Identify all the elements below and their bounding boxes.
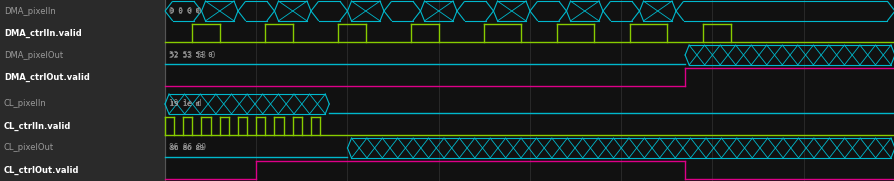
Bar xyxy=(0,0,164,181)
Text: 86 86 89: 86 86 89 xyxy=(169,144,206,153)
Text: CL_pixelIn: CL_pixelIn xyxy=(4,100,46,108)
Text: 52 53 53 0: 52 53 53 0 xyxy=(169,50,215,60)
Text: CL_ctrlOut.valid: CL_ctrlOut.valid xyxy=(4,165,80,174)
Text: 52 53 53 0: 52 53 53 0 xyxy=(169,52,212,58)
Text: DMA_pixelIn: DMA_pixelIn xyxy=(4,7,55,16)
Text: 0 0 0 0: 0 0 0 0 xyxy=(169,8,199,14)
Text: CL_pixelOut: CL_pixelOut xyxy=(4,144,54,153)
Text: 0 0 0 0: 0 0 0 0 xyxy=(169,7,201,16)
Text: 19 1e d: 19 1e d xyxy=(169,100,201,108)
Text: 19 1e d: 19 1e d xyxy=(169,101,199,107)
Text: DMA_pixelOut: DMA_pixelOut xyxy=(4,50,63,60)
Text: DMA_ctrlIn.valid: DMA_ctrlIn.valid xyxy=(4,28,81,38)
Text: 86 86 89: 86 86 89 xyxy=(169,145,203,151)
Text: CL_ctrlIn.valid: CL_ctrlIn.valid xyxy=(4,121,72,131)
Text: DMA_ctrlOut.valid: DMA_ctrlOut.valid xyxy=(4,72,89,82)
